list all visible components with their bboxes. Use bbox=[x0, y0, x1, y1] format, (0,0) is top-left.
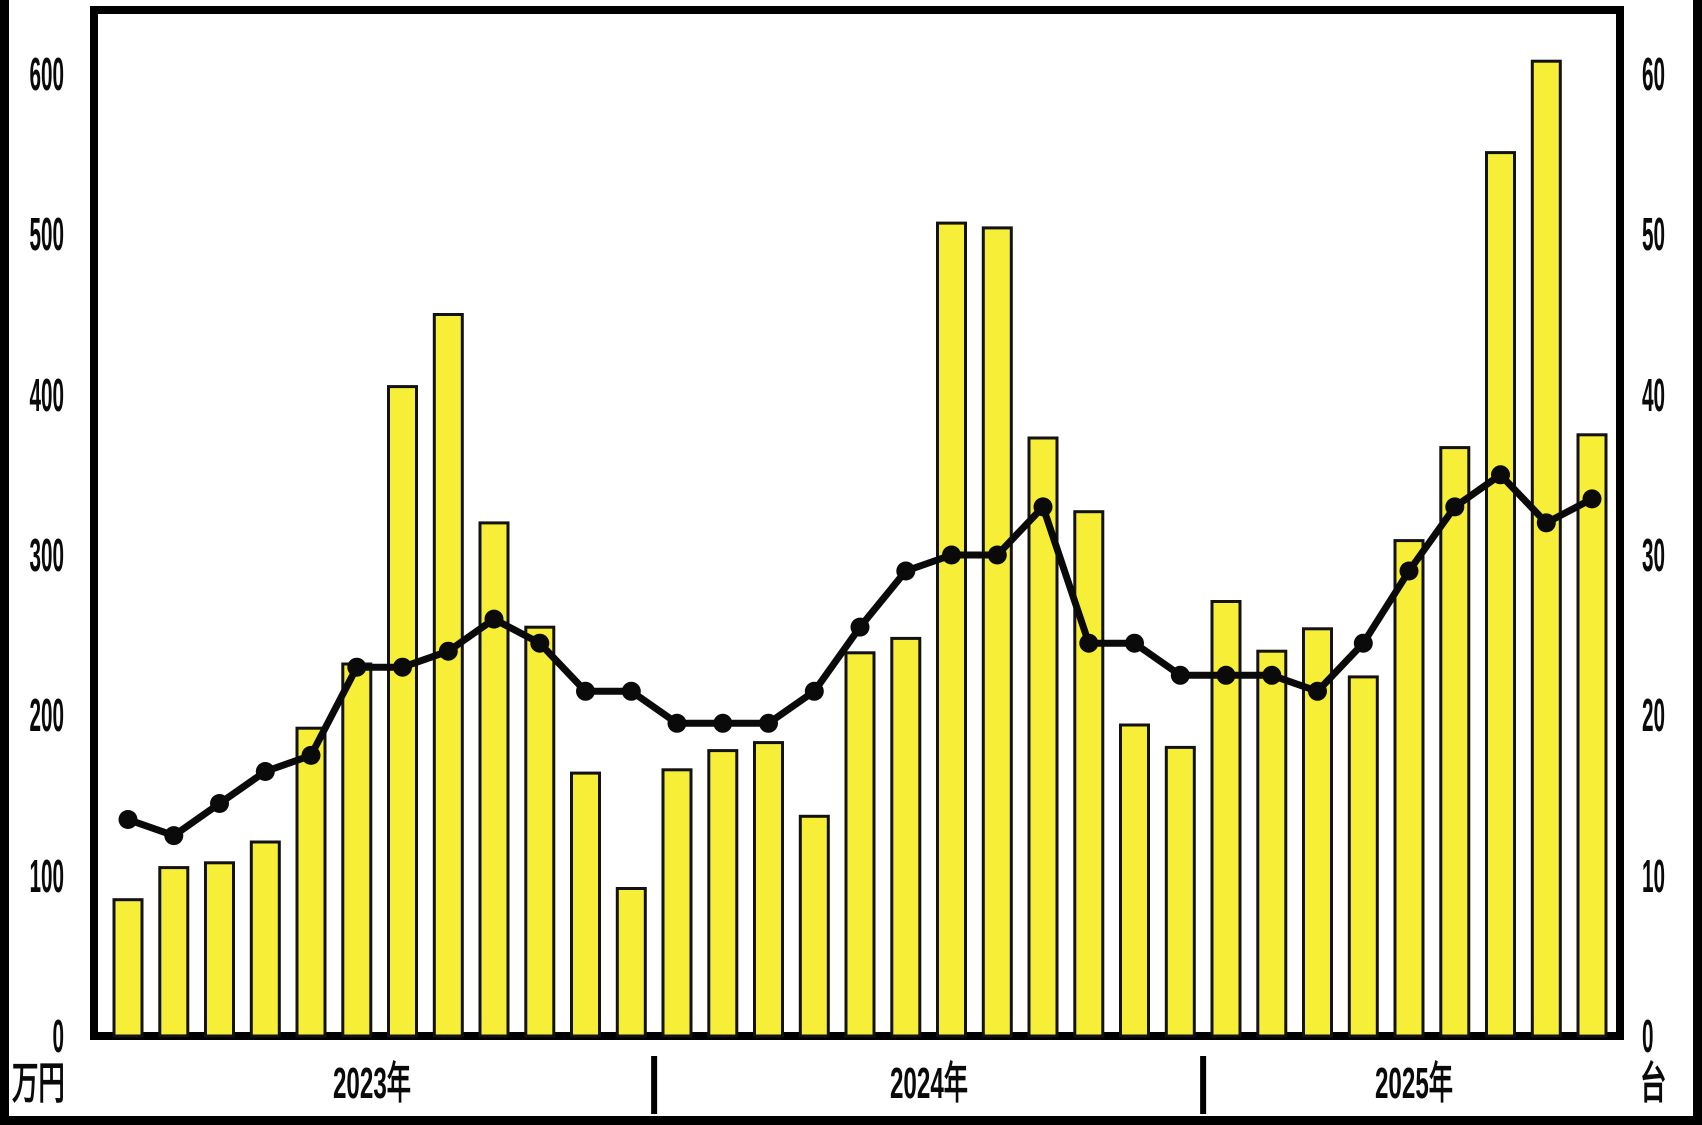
bar bbox=[158, 866, 190, 1038]
line-marker bbox=[667, 713, 687, 733]
line-marker bbox=[621, 681, 641, 701]
bar bbox=[1164, 745, 1196, 1038]
bar bbox=[1393, 539, 1425, 1038]
line-marker bbox=[484, 609, 504, 629]
bar bbox=[249, 840, 281, 1038]
line-marker bbox=[759, 713, 778, 733]
x-axis-year-label: 2024年 bbox=[889, 1059, 968, 1108]
left-axis-unit-label: 万円 bbox=[12, 1059, 65, 1108]
bar bbox=[615, 887, 647, 1038]
line-marker bbox=[1536, 513, 1556, 533]
bar bbox=[1119, 723, 1150, 1038]
bar bbox=[112, 898, 144, 1038]
line-marker bbox=[393, 657, 412, 677]
line-marker bbox=[896, 561, 916, 581]
bar bbox=[661, 768, 693, 1038]
bar bbox=[570, 771, 601, 1038]
line-marker bbox=[530, 633, 550, 653]
bar bbox=[981, 226, 1013, 1038]
bar bbox=[707, 749, 739, 1038]
y-axis-right-tick-label: 60 bbox=[1642, 48, 1666, 100]
bar bbox=[1439, 446, 1471, 1038]
y-axis-left-tick-label: 300 bbox=[29, 529, 64, 581]
line-marker bbox=[301, 745, 321, 765]
y-axis-left-tick-label: 500 bbox=[29, 208, 64, 261]
bar bbox=[798, 814, 830, 1038]
bar bbox=[1576, 433, 1608, 1038]
bar bbox=[1485, 151, 1516, 1038]
bar bbox=[478, 521, 510, 1038]
frame-bottom-border bbox=[0, 1116, 1702, 1125]
bar bbox=[1073, 510, 1105, 1038]
y-axis-right-tick-label: 30 bbox=[1642, 529, 1666, 581]
line-marker bbox=[255, 762, 275, 781]
bar bbox=[844, 651, 876, 1038]
y-axis-right-tick-label: 0 bbox=[1642, 1010, 1654, 1062]
line-marker bbox=[1399, 561, 1419, 581]
line-marker bbox=[118, 810, 138, 829]
x-axis-year-label: 2025年 bbox=[1374, 1059, 1453, 1108]
line-marker bbox=[1170, 665, 1190, 685]
line-marker bbox=[942, 545, 961, 565]
line-marker bbox=[1262, 665, 1282, 685]
x-axis-year-label: 2023年 bbox=[333, 1059, 412, 1108]
bar bbox=[890, 636, 922, 1038]
y-axis-left-tick-label: 100 bbox=[29, 849, 64, 902]
frame-right-border bbox=[1693, 0, 1702, 1125]
line-marker bbox=[1353, 633, 1373, 653]
y-axis-left-tick-label: 400 bbox=[29, 368, 64, 421]
line-marker bbox=[1033, 497, 1053, 517]
line-marker bbox=[210, 794, 229, 813]
line-marker bbox=[576, 681, 595, 701]
y-axis-left-tick-label: 200 bbox=[29, 689, 64, 742]
y-axis-right-tick-label: 20 bbox=[1642, 689, 1666, 742]
line-marker bbox=[850, 617, 870, 637]
line-marker bbox=[1308, 681, 1327, 701]
bar bbox=[1256, 649, 1288, 1038]
line-marker bbox=[1445, 497, 1465, 517]
bar bbox=[204, 861, 235, 1038]
line-marker bbox=[1216, 665, 1236, 685]
line-marker bbox=[1582, 489, 1602, 509]
bar bbox=[936, 221, 967, 1038]
bar bbox=[524, 625, 556, 1038]
line-marker bbox=[347, 657, 367, 677]
frame-left-border bbox=[0, 0, 9, 1125]
line-marker bbox=[1125, 633, 1144, 653]
bar bbox=[341, 662, 373, 1038]
line-marker bbox=[987, 545, 1007, 565]
y-axis-right-tick-label: 10 bbox=[1642, 849, 1666, 902]
line-marker bbox=[1491, 465, 1510, 485]
right-axis-unit-label: 台 bbox=[1640, 1059, 1667, 1108]
bar bbox=[432, 313, 464, 1038]
line-marker bbox=[713, 713, 733, 733]
line-marker bbox=[438, 641, 458, 661]
line-marker bbox=[1079, 633, 1099, 653]
bar bbox=[1530, 59, 1562, 1038]
y-axis-left-tick-label: 600 bbox=[29, 48, 64, 100]
y-axis-left-tick-label: 0 bbox=[52, 1010, 64, 1062]
y-axis-right-tick-label: 50 bbox=[1642, 208, 1666, 261]
line-marker bbox=[804, 681, 824, 701]
bar bbox=[387, 385, 418, 1038]
bar bbox=[1347, 675, 1379, 1038]
line-marker bbox=[164, 826, 184, 846]
bar bbox=[295, 726, 327, 1038]
y-axis-right-tick-label: 40 bbox=[1642, 368, 1666, 421]
bar bbox=[753, 741, 784, 1038]
